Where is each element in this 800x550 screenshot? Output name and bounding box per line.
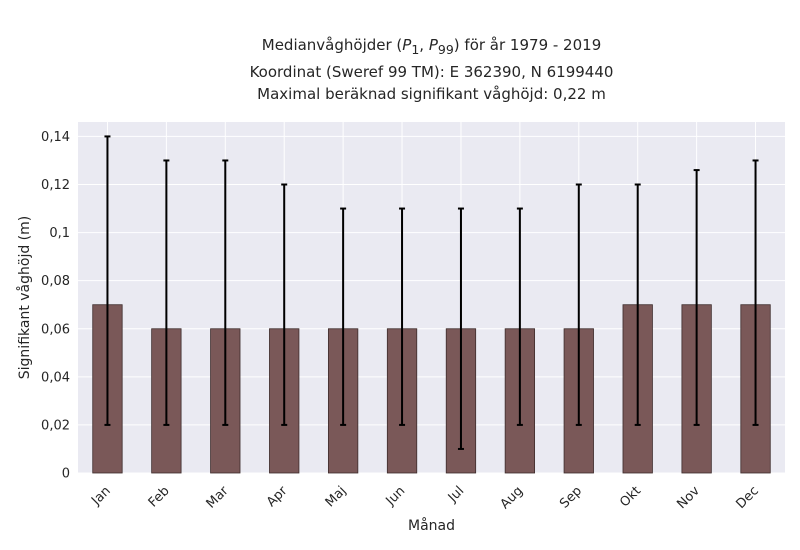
x-axis-label: Månad (408, 517, 455, 534)
y-tick-label: 0,08 (41, 274, 70, 289)
y-tick-label: 0,14 (41, 130, 70, 145)
p-high-symbol: P (428, 36, 438, 54)
x-tick-label-apr: Apr (264, 483, 291, 510)
error-bar-mar (222, 159, 229, 426)
y-tick-label: 0,02 (41, 418, 70, 433)
error-bar-maj (340, 207, 347, 426)
y-tick-label: 0,04 (41, 370, 70, 385)
error-bar-feb (163, 159, 170, 426)
x-tick-label-feb: Feb (146, 484, 173, 511)
error-bars (104, 135, 759, 450)
x-tick-label-sep: Sep (557, 484, 585, 512)
x-tick-label-jun: Jun (383, 484, 409, 510)
error-bar-apr (281, 183, 288, 426)
y-tick-label: 0,12 (41, 178, 70, 193)
error-bar-sep (575, 183, 582, 426)
chart-subtitle-coordinates: Koordinat (Sweref 99 TM): E 362390, N 61… (249, 63, 614, 81)
x-tick-label-mar: Mar (204, 483, 232, 511)
x-tick-label-jul: Jul (445, 484, 467, 506)
chart-subtitle-max-height: Maximal beräknad signifikant våghöjd: 0,… (257, 85, 606, 103)
plot-area (78, 122, 785, 473)
error-bar-dec (752, 159, 759, 426)
error-bar-jan (104, 135, 111, 426)
error-bar-nov (693, 169, 700, 426)
y-axis-label: Signifikant våghöjd (m) (16, 216, 33, 379)
x-tick-label-dec: Dec (733, 484, 761, 512)
y-tick-label: 0,1 (49, 226, 70, 241)
p-low-subscript: 1 (411, 42, 420, 57)
p-low-symbol: P (402, 36, 412, 54)
y-tick-label: 0,06 (41, 322, 70, 337)
p-high-subscript: 99 (437, 42, 454, 57)
y-axis-ticks: 0 0,02 0,04 0,06 0,08 0,1 0,12 0,14 (41, 130, 70, 482)
chart-title-suffix: ) för år 1979 - 2019 (453, 36, 602, 54)
x-tick-label-maj: Maj (323, 484, 350, 511)
error-bar-okt (634, 183, 641, 426)
error-bar-aug (516, 207, 523, 426)
y-tick-label: 0 (62, 467, 70, 482)
x-tick-label-jan: Jan (88, 484, 113, 509)
x-axis-ticks: Jan Feb Mar Apr Maj Jun Jul Aug Sep Okt Nov Dec (88, 483, 762, 512)
chart-title-prefix: Medianvåghöjder ( (261, 36, 403, 54)
x-tick-label-nov: Nov (674, 483, 703, 512)
x-tick-label-okt: Okt (617, 484, 644, 511)
error-bar-jun (399, 207, 406, 426)
error-bar-jul (457, 207, 464, 450)
x-tick-label-aug: Aug (498, 484, 527, 513)
chart-title: Medianvåghöjder (P1, P99) för år 1979 - … (261, 36, 602, 57)
chart-titles: Medianvåghöjder (P1, P99) för år 1979 - … (78, 34, 785, 105)
